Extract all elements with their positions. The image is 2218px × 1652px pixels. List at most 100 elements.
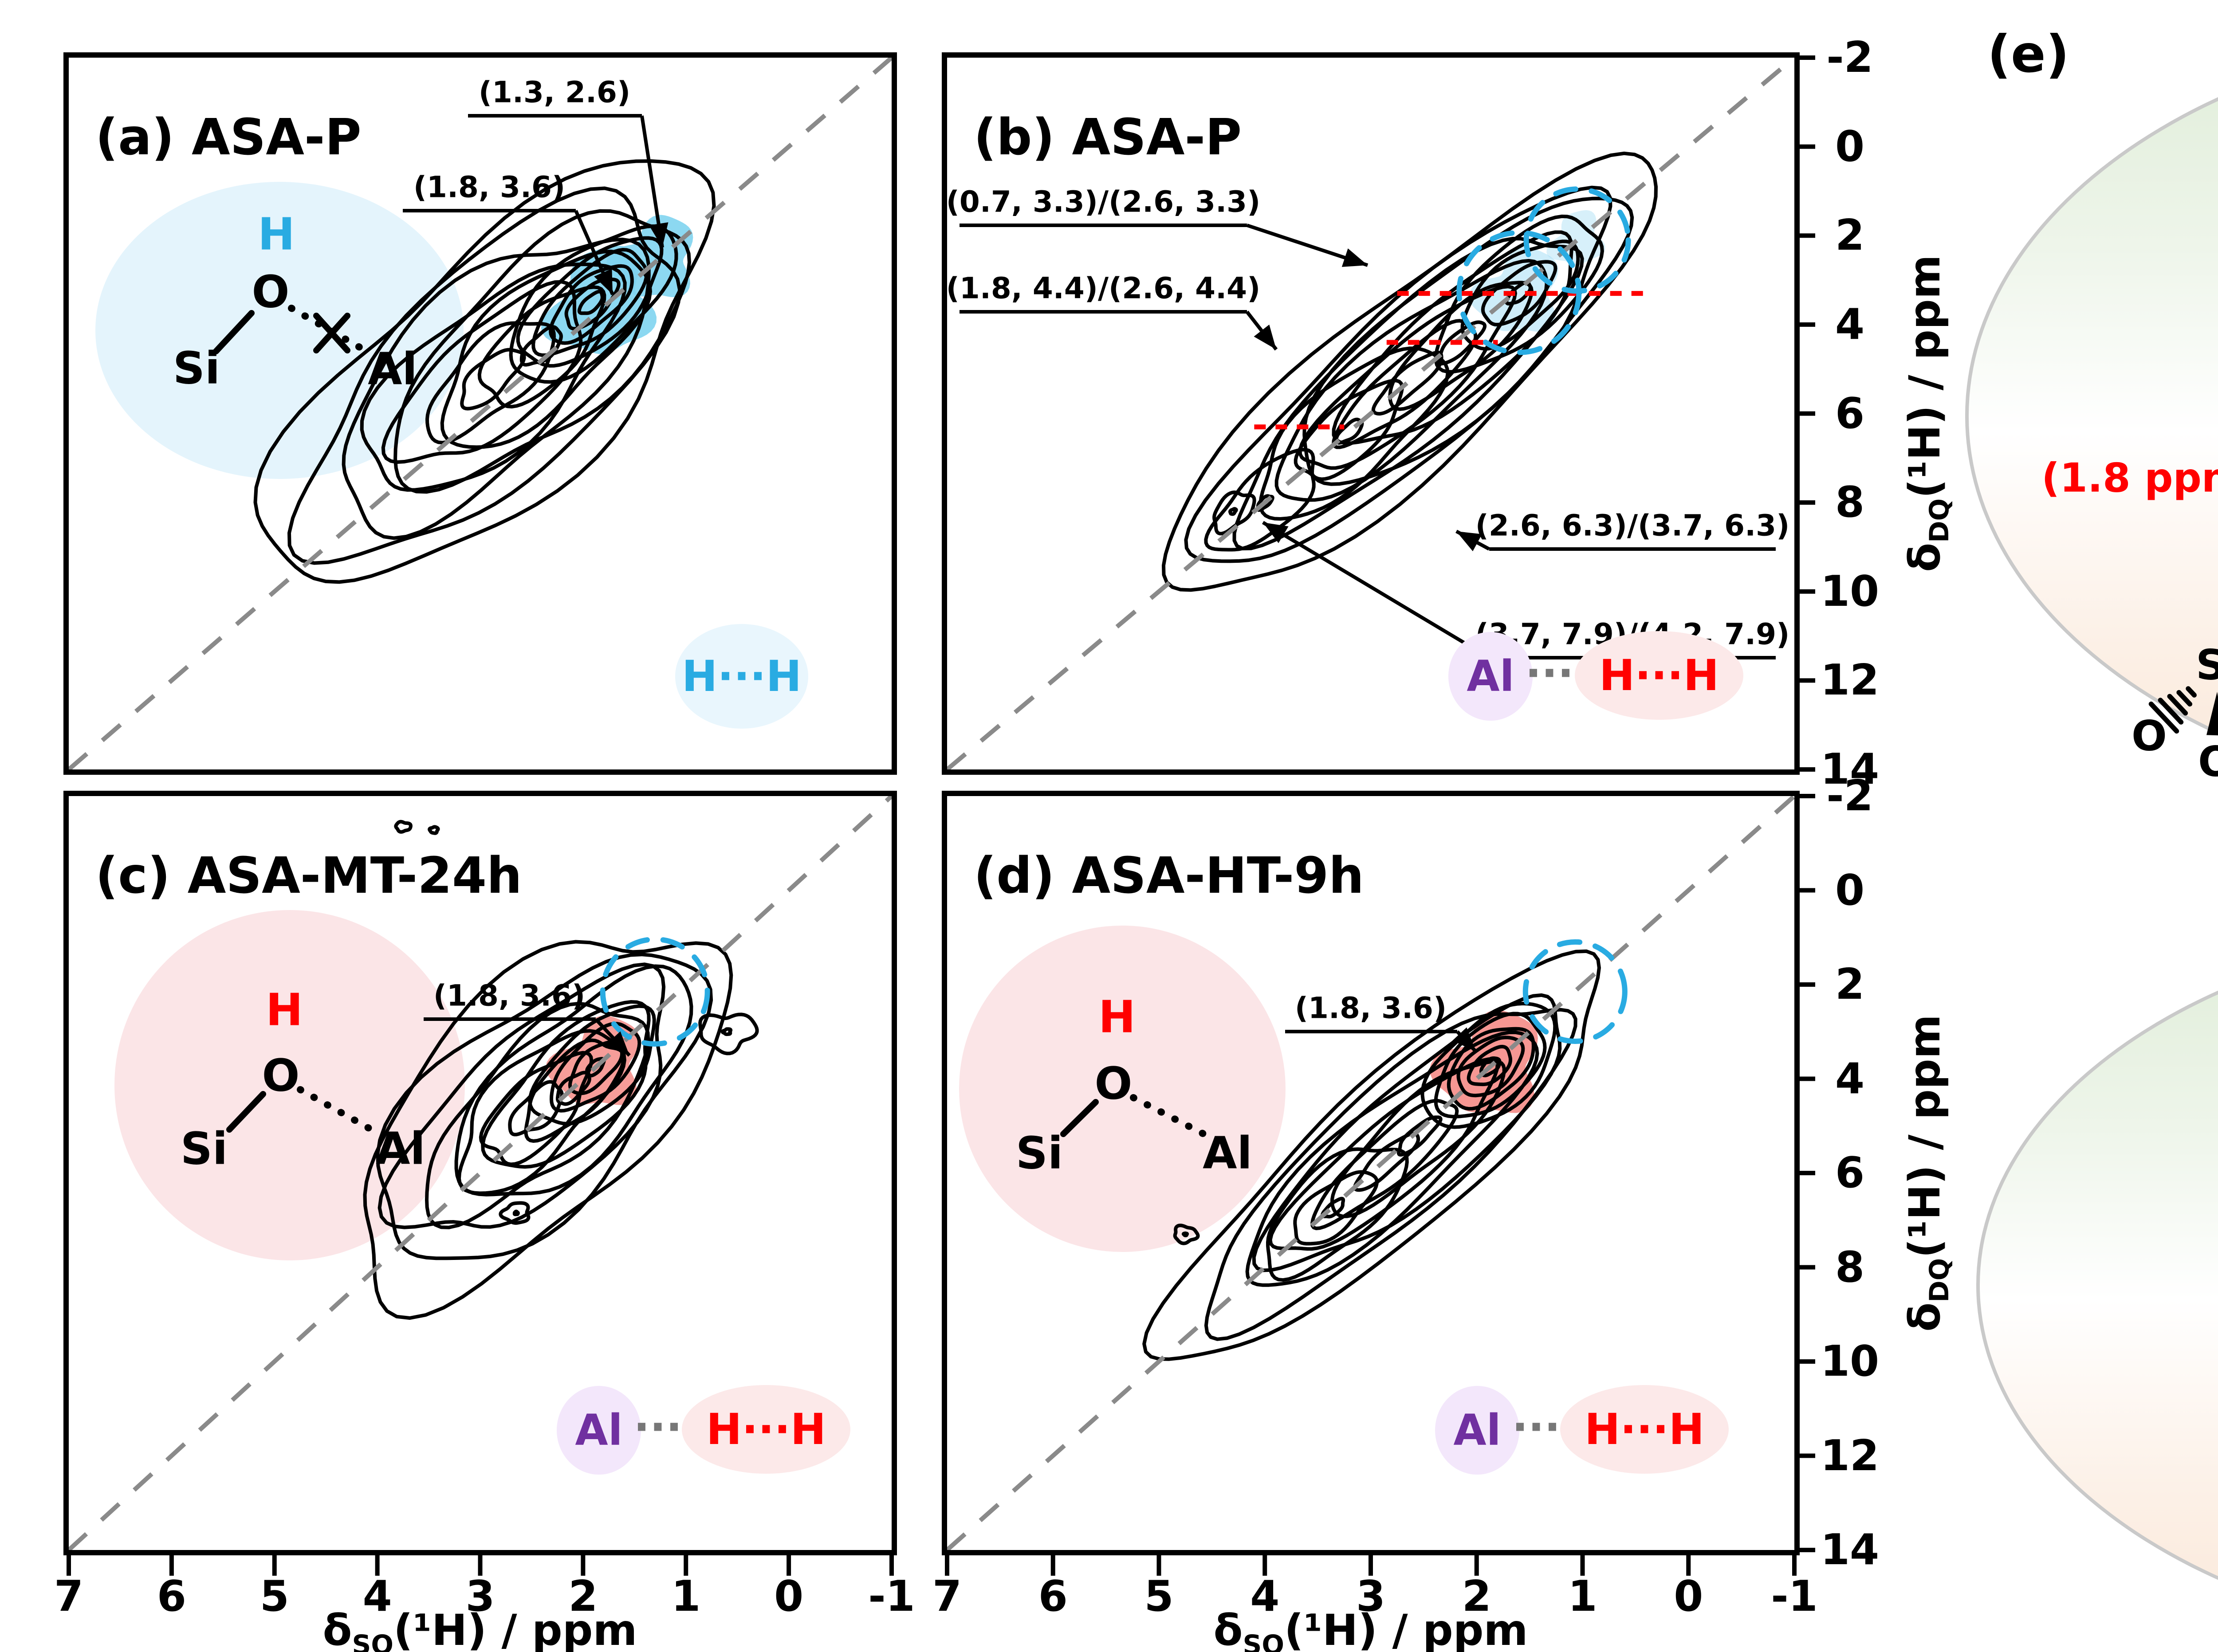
x-tick-label: 2: [1462, 1572, 1491, 1621]
peak-annotation: (1.8, 3.6): [413, 170, 566, 204]
scheme-atom-Si: Si: [2196, 641, 2218, 690]
contour-line: [1293, 1170, 1379, 1246]
scheme-label: (1.8 ppm): [2041, 455, 2218, 502]
x-tick-label: 2: [568, 1572, 598, 1621]
contour-line: [1456, 1036, 1525, 1098]
inset-atom-H: H: [258, 208, 295, 260]
legend-hh-oval: H···H: [1560, 1385, 1729, 1474]
crossed-out-bond-x: [313, 313, 350, 353]
contour-line: [253, 159, 716, 584]
inset-atom-H: H: [1098, 991, 1136, 1043]
annotation-arrowhead: [649, 222, 669, 247]
x-tick-label: 3: [465, 1572, 495, 1621]
diagonal-dashed-line: [947, 796, 1794, 1550]
contour-line: [512, 1209, 520, 1216]
panel-title-b: (b) ASA-P: [974, 109, 1242, 166]
y-tick-label: -2: [1826, 772, 1873, 820]
y-tick-label: 14: [1820, 1526, 1880, 1574]
contour-line: [549, 264, 634, 345]
legend-al-oval: Al: [1435, 1386, 1519, 1475]
x-axis-label-d: δSQ(¹H) / ppm: [1213, 1605, 1528, 1652]
contour-line: [1371, 350, 1443, 416]
contour-line: [342, 237, 651, 540]
scheme-atom-O: O: [2131, 712, 2167, 761]
inset-structure-oval-d: [959, 926, 1286, 1252]
legend-al-oval: Al: [557, 1386, 641, 1475]
x-tick-label: 4: [362, 1572, 392, 1621]
contour-line: [363, 940, 733, 1320]
x-tick-label: 7: [932, 1572, 962, 1621]
panel-title-d: (d) ASA-HT-9h: [974, 847, 1364, 905]
contour-line: [1397, 1115, 1443, 1157]
panel-title-a: (a) ASA-P: [95, 109, 362, 166]
inset-atom-Si: Si: [173, 342, 220, 394]
inset-atom-Al: Al: [368, 343, 417, 395]
contour-line: [425, 321, 556, 445]
annotation-arrowhead: [1452, 1027, 1476, 1052]
contour-line: [720, 1027, 733, 1036]
panel-d: H O Si Al (1.8, 3.6) Al ··· H···H (d) ASA-HT-9h: [942, 791, 1800, 1555]
peak-annotation: (1.3, 2.6): [478, 75, 631, 110]
contour-line: [550, 1022, 641, 1113]
x-tick-label: 6: [157, 1572, 186, 1621]
y-tick-label: 10: [1820, 1337, 1880, 1386]
legend-hh-oval: H···H: [1575, 631, 1743, 720]
x-tick-label: 7: [54, 1572, 84, 1621]
y-tick-label: 2: [1835, 211, 1865, 260]
plot-area-c: [69, 796, 892, 1550]
legend-dots: ···: [1525, 648, 1574, 698]
y-tick-label: 12: [1820, 656, 1880, 705]
y-tick-label: -2: [1826, 33, 1873, 82]
bond: [1060, 1099, 1099, 1137]
contour-line: [393, 209, 691, 494]
annotation-arrowhead: [1254, 324, 1276, 349]
inset-structure-oval-a: [95, 182, 464, 479]
annotation-arrowhead: [606, 1031, 629, 1056]
y-tick-label: 2: [1835, 960, 1865, 1009]
x-tick-label: 5: [1144, 1572, 1174, 1621]
contour-line: [454, 964, 693, 1197]
contour-line: [585, 1057, 606, 1078]
inset-atom-Si: Si: [1015, 1127, 1063, 1179]
x-tick-label: -1: [868, 1572, 915, 1621]
inset-atom-O: O: [262, 1049, 300, 1102]
contour-line: [555, 1071, 591, 1106]
x-axis-label-c: δSQ(¹H) / ppm: [322, 1605, 637, 1652]
x-tick-label: 4: [1250, 1572, 1280, 1621]
inset-atom-H: H: [266, 984, 303, 1036]
peak-annotation: (0.7, 3.3)/(2.6, 3.3): [946, 184, 1261, 219]
panel-b: (0.7, 3.3)/(2.6, 3.3) (1.8, 4.4)/(2.6, 4.…: [942, 52, 1800, 775]
y-tick-label: 6: [1835, 1149, 1865, 1197]
contour-line: [1204, 447, 1316, 552]
contour-line: [509, 224, 678, 384]
y-tick-label: 8: [1835, 478, 1865, 527]
hashed-bond: [2167, 694, 2188, 716]
y-tick-label: 4: [1835, 300, 1865, 349]
contour-line: [499, 1201, 531, 1225]
y-tick-label: 8: [1835, 1243, 1865, 1292]
inset-atom-Al: Al: [1203, 1127, 1252, 1179]
contour-line: [477, 285, 606, 408]
plot-area-d: [947, 796, 1794, 1550]
x-tick-label: 3: [1356, 1572, 1386, 1621]
contour-line: [1436, 320, 1487, 365]
panel-e-tag: (e): [1987, 24, 2069, 84]
x-tick-label: 0: [774, 1572, 804, 1621]
annotation-arrowhead: [1263, 522, 1289, 543]
legend-dots: ···: [1512, 1402, 1561, 1452]
blue-dashed-circle: [600, 936, 710, 1047]
contour-line: [516, 236, 664, 368]
y-tick-label: 4: [1835, 1054, 1865, 1103]
contour-line: [1212, 490, 1256, 536]
contour-line: [1434, 1012, 1547, 1118]
x-tick-label: 6: [1038, 1572, 1068, 1621]
blue-dashed-circle: [1456, 230, 1582, 355]
legend-hh-oval: H···H: [675, 624, 808, 729]
inset-atom-Si: Si: [180, 1122, 228, 1175]
inset-atom-O: O: [1094, 1057, 1133, 1110]
y-tick-label: 0: [1835, 122, 1865, 171]
blue-dashed-circle: [1522, 939, 1628, 1044]
x-tick-label: 5: [260, 1572, 289, 1621]
